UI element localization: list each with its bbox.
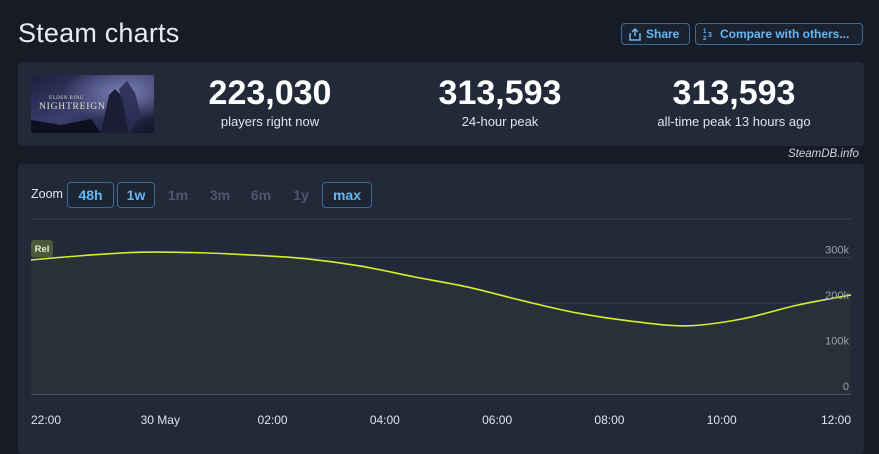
game-logo-main: NIGHTREIGN: [39, 102, 106, 112]
y-tick-label: 300k: [825, 245, 849, 257]
share-label: Share: [646, 27, 680, 41]
zoom-3m-button[interactable]: 3m: [209, 187, 231, 203]
stat-all-time-peak: 313,593 all-time peak 13 hours ago: [631, 74, 837, 129]
player-count-chart[interactable]: 0 100k 200k 300k 22:00 30 May 02:00 04:00 06:00 0…: [18, 164, 864, 454]
share-button[interactable]: Share: [621, 23, 690, 45]
x-tick-label: 06:00: [482, 413, 512, 427]
y-tick-label: 100k: [825, 336, 849, 348]
series-line: [30, 251, 852, 327]
zoom-1y-button[interactable]: 1y: [293, 187, 309, 203]
zoom-1m-button[interactable]: 1m: [167, 187, 189, 203]
series-area: [31, 251, 851, 394]
x-tick-label: 08:00: [594, 413, 624, 427]
svg-text:2: 2: [703, 36, 707, 41]
steamdb-credit[interactable]: SteamDB.info: [788, 148, 859, 160]
page-title: Steam charts: [18, 18, 180, 48]
svg-text:1: 1: [703, 29, 707, 35]
stat-label: all-time peak 13 hours ago: [657, 114, 811, 129]
rel-badge: [31, 240, 53, 257]
x-tick-label: 22:00: [31, 413, 61, 427]
x-tick-label: 04:00: [370, 413, 400, 427]
stat-players-now: 223,030 players right now: [190, 74, 350, 129]
stat-value: 223,030: [208, 74, 332, 112]
rel-badge-label: Rel: [35, 244, 50, 255]
compare-icon: 1 2 3: [703, 27, 715, 41]
zoom-48h-button[interactable]: 48h: [67, 182, 114, 208]
game-logo-small: ELDEN RING: [49, 96, 84, 101]
x-tick-label: 02:00: [258, 413, 288, 427]
summary-panel: ELDEN RING NIGHTREIGN 223,030 players ri…: [18, 62, 864, 146]
zoom-1w-button[interactable]: 1w: [117, 182, 155, 208]
zoom-max-button[interactable]: max: [322, 182, 372, 208]
x-tick-label: 12:00: [821, 413, 851, 427]
svg-text:3: 3: [708, 32, 712, 39]
share-icon: [629, 27, 641, 41]
stat-24h-peak: 313,593 24-hour peak: [420, 74, 580, 129]
stat-label: 24-hour peak: [461, 114, 539, 129]
y-tick-label: 0: [843, 381, 849, 393]
chart-card: Zoom 48h 1w 1m 3m 6m 1y max 0 100k 200k 300…: [18, 164, 864, 454]
compare-label: Compare with others...: [720, 27, 850, 41]
stat-value: 313,593: [672, 74, 796, 112]
y-tick-label: 200k: [825, 290, 849, 302]
x-tick-label: 10:00: [707, 413, 737, 427]
stat-value: 313,593: [438, 74, 562, 112]
x-tick-label: 30 May: [141, 413, 180, 427]
zoom-6m-button[interactable]: 6m: [250, 187, 272, 203]
game-thumbnail[interactable]: ELDEN RING NIGHTREIGN: [31, 75, 154, 133]
zoom-label: Zoom: [31, 187, 63, 201]
compare-button[interactable]: 1 2 3 Compare with others...: [695, 23, 863, 45]
stat-label: players right now: [220, 114, 320, 129]
